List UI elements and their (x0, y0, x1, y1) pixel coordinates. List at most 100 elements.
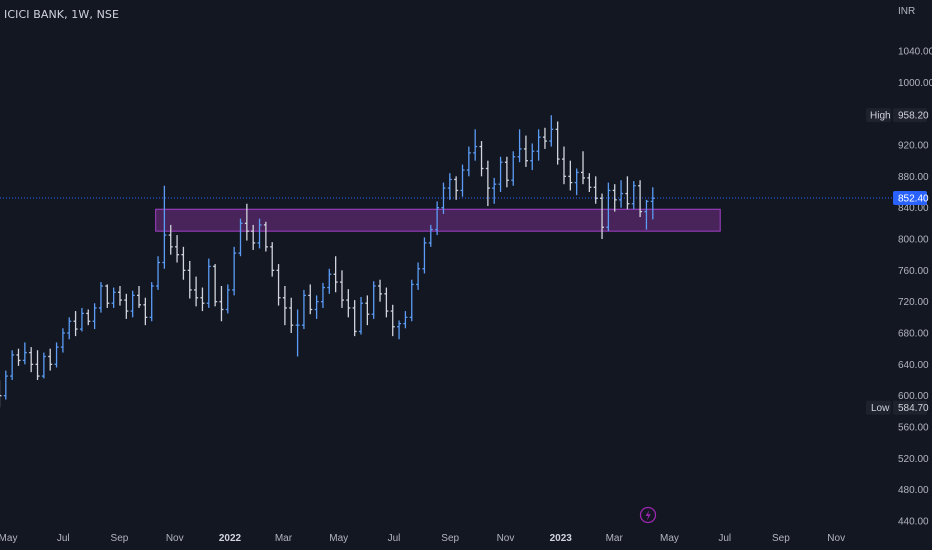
ohlc-bar (365, 295, 370, 326)
ohlc-bar (384, 287, 389, 318)
ohlc-bar (308, 284, 313, 315)
ohlc-bar (606, 182, 611, 232)
high-value-box (893, 108, 927, 123)
ohlc-bar (473, 129, 478, 161)
ohlc-bar (422, 237, 427, 274)
ohlc-bar (175, 235, 180, 263)
ohlc-bar (416, 262, 421, 290)
ohlc-bar (92, 303, 97, 330)
y-tick-label: 680.00 (898, 329, 929, 340)
ohlc-bar (206, 258, 211, 308)
ohlc-bar (238, 218, 243, 257)
ohlc-bar (549, 115, 554, 147)
ohlc-bar (105, 284, 110, 308)
ohlc-bar (41, 352, 46, 379)
ohlc-bar (390, 304, 395, 337)
ohlc-bar (156, 256, 161, 290)
x-tick-label: Jul (388, 533, 401, 544)
ohlc-bar (251, 224, 256, 250)
ohlc-bar (244, 203, 249, 241)
last-price-box (893, 190, 927, 205)
ohlc-bar (301, 289, 306, 330)
ohlc-bar (581, 151, 586, 185)
ohlc-bar (352, 300, 357, 337)
ohlc-bar (460, 164, 465, 197)
ohlc-bar (568, 160, 573, 191)
ohlc-bar (289, 297, 294, 333)
ohlc-bar (600, 193, 605, 239)
ohlc-bar (574, 168, 579, 196)
ohlc-bar (225, 284, 230, 314)
ohlc-bar (168, 224, 173, 255)
ohlc-bar (111, 287, 116, 308)
x-tick-label: Mar (606, 533, 624, 544)
currency-label: INR (898, 6, 915, 17)
low-value-box (893, 400, 927, 415)
y-tick-label: 560.00 (898, 423, 929, 434)
ohlc-bar (517, 129, 522, 163)
ohlc-bar (117, 286, 122, 306)
ohlc-bar (371, 281, 376, 319)
ohlc-bar (644, 199, 649, 230)
ohlc-bar (162, 185, 167, 269)
ohlc-bar (359, 296, 364, 335)
x-tick-label: May (0, 533, 17, 544)
x-tick-label: Jul (718, 533, 731, 544)
ohlc-bar (35, 350, 40, 380)
x-tick-label: Sep (441, 533, 459, 544)
ohlc-bar (295, 309, 300, 357)
ohlc-bar (282, 286, 287, 326)
ohlc-bar (485, 160, 490, 207)
ohlc-bar (530, 143, 535, 171)
ohlc-bar (270, 242, 275, 277)
ohlc-bar (143, 297, 148, 326)
y-tick-label: 760.00 (898, 266, 929, 277)
ohlc-bar (638, 180, 643, 218)
ohlc-bar (276, 264, 281, 306)
ohlc-bar (232, 246, 237, 296)
ohlc-bar (10, 350, 15, 380)
high-value: 958.20 (898, 111, 929, 122)
ohlc-bar (130, 290, 135, 318)
ohlc-bar (16, 348, 21, 366)
ohlc-bar (137, 286, 142, 308)
lightning-icon[interactable] (639, 506, 657, 524)
ohlc-bar (48, 348, 53, 371)
low-tag-label: Low (871, 403, 890, 414)
low-tag (866, 400, 891, 415)
ohlc-bar (60, 328, 65, 353)
ohlc-bar (542, 127, 547, 149)
ohlc-bar (3, 370, 8, 400)
high-tag-label: High (870, 111, 891, 122)
x-tick-label: 2023 (550, 533, 573, 544)
ohlc-bar (511, 151, 516, 186)
ohlc-bar (403, 311, 408, 329)
y-tick-label: 800.00 (898, 235, 929, 246)
ohlc-bar (149, 282, 154, 322)
x-tick-label: Sep (772, 533, 790, 544)
last-price-value: 852.40 (898, 193, 929, 204)
ohlc-bar (327, 268, 332, 294)
ohlc-bar (124, 293, 129, 319)
y-tick-label: 600.00 (898, 391, 929, 402)
ohlc-bar (86, 309, 91, 326)
ohlc-bar (98, 282, 103, 313)
ohlc-bar (587, 173, 592, 192)
ohlc-bar (492, 177, 497, 204)
ohlc-bar (428, 224, 433, 247)
ohlc-bar (454, 176, 459, 200)
support-resistance-zone (155, 208, 721, 232)
ohlc-bar (536, 129, 541, 161)
ohlc-bar (22, 342, 27, 365)
y-tick-label: 480.00 (898, 485, 929, 496)
ohlc-bar (435, 201, 440, 236)
ohlc-bar (257, 218, 262, 249)
y-tick-label: 920.00 (898, 141, 929, 152)
ohlc-bar (447, 173, 452, 200)
x-tick-label: Nov (166, 533, 184, 544)
ohlc-bar (263, 221, 268, 252)
y-tick-label: 880.00 (898, 172, 929, 183)
y-tick-label: 640.00 (898, 360, 929, 371)
ohlc-bar (397, 320, 402, 340)
